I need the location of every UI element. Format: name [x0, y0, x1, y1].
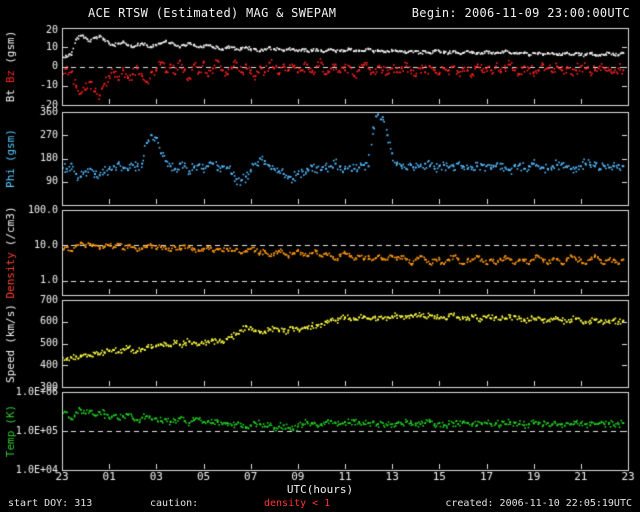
footer-created-timestamp: created: 2006-11-10 22:05:19UTC — [445, 498, 632, 509]
footer-caution-value: density < 1 — [264, 498, 331, 509]
footer-start-doy: start DOY: 313 — [8, 498, 93, 509]
footer-caution-label: caution: — [150, 498, 199, 509]
solar-wind-chart-canvas — [0, 24, 640, 482]
plot-title: ACE RTSW (Estimated) MAG & SWEPAM — [88, 6, 337, 20]
xaxis-label: UTC(hours) — [286, 483, 354, 496]
begin-timestamp: Begin: 2006-11-09 23:00:00UTC — [411, 6, 630, 20]
